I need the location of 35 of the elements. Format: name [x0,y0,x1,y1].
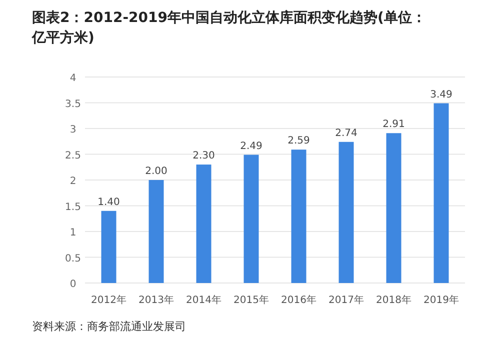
bar [196,164,212,283]
x-tick-label: 2018年 [376,294,412,306]
bar [244,154,259,283]
bar [434,103,449,283]
x-tick-label: 2014年 [186,294,222,306]
data-label: 2.59 [288,136,310,147]
y-tick-label: 1 [70,228,76,238]
bar [101,210,116,283]
x-tick-label: 2015年 [234,294,269,306]
data-label: 2.91 [382,119,405,130]
y-tick-label: 0 [70,279,76,290]
text: 资料来源：商务部流通业发展司 [32,320,186,333]
bar [338,142,354,283]
x-tick-label: 2012年 [91,294,126,306]
bar [291,150,306,283]
y-tick-label: 4 [70,73,76,84]
data-label: 1.40 [98,196,120,208]
x-tick-label: 2017年 [328,294,364,306]
x-tick-label: 2019年 [424,294,459,306]
x-tick-label: 2013年 [138,294,174,306]
data-label: 2.74 [335,128,358,139]
x-tick-label: 2016年 [281,294,316,306]
data-label: 3.49 [430,89,452,100]
data-label: 2.00 [145,166,168,177]
bar [386,133,402,283]
y-tick-label: 0.5 [65,253,81,264]
data-label: 2.49 [240,140,262,152]
data-label: 2.30 [192,150,215,162]
bar [148,180,164,283]
y-tick-label: 3.5 [65,98,81,110]
y-tick-label: 2.5 [65,150,81,162]
chart-title: 图表2：2012-2019年中国自动化立体库面积变化趋势(单位：亿平方米) [31,9,426,46]
y-tick-label: 3 [70,124,76,136]
y-tick-label: 2 [70,176,76,187]
y-tick-label: 1.5 [65,202,81,213]
